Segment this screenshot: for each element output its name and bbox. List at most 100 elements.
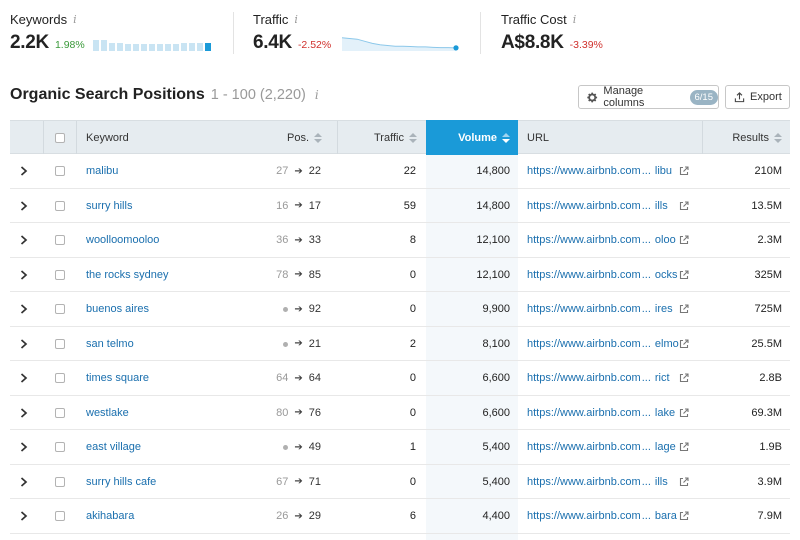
keyword-link[interactable]: surry hills cafe [86, 475, 157, 488]
url-text: https://www.airbnb.com [527, 475, 641, 488]
expand-row-button[interactable] [20, 292, 34, 326]
keyword-link[interactable]: malibu [86, 165, 119, 177]
keyword-link[interactable]: westlake [86, 406, 129, 419]
keywords-trend-bars [93, 38, 211, 51]
url-link[interactable]: https://www.airbnb.com... ills [527, 199, 668, 212]
row-checkbox[interactable] [55, 476, 65, 487]
row-checkbox-cell [55, 258, 67, 292]
url-text: https://www.airbnb.com [527, 303, 641, 315]
external-link-button[interactable] [679, 396, 691, 430]
row-checkbox[interactable] [55, 269, 65, 280]
select-all-checkbox-cell [55, 121, 65, 154]
expand-row-button[interactable] [20, 499, 34, 533]
expand-row-button[interactable] [20, 327, 34, 361]
no-previous-position-dot [283, 307, 289, 312]
metric-keywords-value[interactable]: 2.2K [10, 32, 49, 53]
expand-row-button[interactable] [20, 189, 34, 223]
export-button[interactable]: Export [725, 85, 790, 109]
row-checkbox[interactable] [55, 373, 65, 383]
keyword-link[interactable]: akihabara [86, 510, 135, 522]
url-link[interactable]: https://www.airbnb.com... lake [527, 406, 676, 419]
traffic-cell: 0 [409, 303, 416, 315]
url-link[interactable]: https://www.airbnb.com... ires [527, 303, 673, 315]
external-link-icon [679, 235, 689, 245]
external-link-button[interactable] [679, 499, 691, 533]
info-icon[interactable]: i [73, 12, 77, 26]
previous-position: 36 [276, 234, 289, 246]
expand-row-button[interactable] [20, 361, 34, 395]
keyword-link[interactable]: east village [86, 441, 142, 453]
column-header-volume[interactable]: Volume [426, 120, 518, 155]
expand-row-button[interactable] [20, 223, 34, 257]
keyword-link[interactable]: the rocks sydney [86, 268, 169, 281]
external-link-button[interactable] [679, 430, 691, 464]
row-checkbox[interactable] [55, 235, 65, 245]
keyword-link[interactable]: times square [86, 372, 149, 384]
keyword-link[interactable]: woolloomooloo [86, 234, 160, 246]
column-header-keyword[interactable]: Keyword [86, 121, 129, 154]
url-link[interactable]: https://www.airbnb.com... libu [527, 165, 673, 177]
url-link[interactable]: https://www.airbnb.com... ocks [527, 268, 678, 281]
metric-traffic-cost: Traffic Cost i A$8.8K -3.39% [501, 10, 603, 54]
external-link-button[interactable] [679, 154, 691, 188]
expand-row-button[interactable] [20, 396, 34, 430]
row-checkbox[interactable] [55, 338, 65, 349]
expand-row-button[interactable] [20, 258, 34, 292]
metric-traffic-value[interactable]: 6.4K [253, 32, 292, 53]
info-icon[interactable]: i [314, 88, 319, 102]
row-checkbox-cell [55, 154, 67, 188]
results-cell: 69.3M [751, 406, 782, 419]
expand-row-button[interactable] [20, 430, 34, 464]
expand-row-button[interactable] [20, 154, 34, 188]
keyword-link[interactable]: san telmo [86, 337, 134, 350]
external-link-button[interactable] [679, 361, 691, 395]
keyword-link[interactable]: surry hills [86, 199, 133, 212]
url-link[interactable]: https://www.airbnb.com... ills [527, 475, 668, 488]
row-checkbox[interactable] [55, 166, 65, 176]
select-all-checkbox[interactable] [55, 132, 65, 143]
external-link-button[interactable] [679, 465, 691, 499]
row-checkbox[interactable] [55, 200, 65, 211]
url-tail: elmo [654, 337, 679, 350]
column-header-url[interactable]: URL [527, 121, 549, 154]
url-link[interactable]: https://www.airbnb.com... rict [527, 372, 670, 384]
external-link-button[interactable] [679, 189, 691, 223]
metric-traffic: Traffic i 6.4K -2.52% [253, 10, 331, 54]
results-cell: 13.5M [751, 199, 782, 212]
volume-cell: 6,600 [482, 372, 510, 384]
external-link-button[interactable] [679, 292, 691, 326]
row-checkbox-cell [55, 430, 67, 464]
column-header-traffic[interactable]: Traffic [374, 121, 417, 154]
metric-traffic-cost-value[interactable]: A$8.8K [501, 32, 564, 53]
previous-position: 67 [276, 475, 289, 488]
volume-cell: 12,100 [476, 268, 510, 281]
external-link-button[interactable] [679, 223, 691, 257]
keyword-link[interactable]: buenos aires [86, 303, 149, 315]
gear-icon [587, 92, 598, 102]
column-header-pos[interactable]: Pos. [270, 121, 322, 154]
url-link[interactable]: https://www.airbnb.com... lage [527, 441, 676, 453]
row-checkbox[interactable] [55, 442, 65, 452]
results-cell: 7.9M [757, 510, 782, 522]
manage-columns-button[interactable]: Manage columns 6/15 [578, 85, 719, 109]
external-link-button[interactable] [679, 258, 691, 292]
traffic-cell: 8 [409, 234, 416, 246]
chevron-right-icon [20, 304, 28, 314]
sort-icon [774, 132, 782, 143]
results-cell: 325M [754, 268, 782, 281]
expand-row-button[interactable] [20, 465, 34, 499]
url-link[interactable]: https://www.airbnb.com... oloo [527, 234, 676, 246]
column-header-results[interactable]: Results [710, 121, 782, 154]
info-icon[interactable]: i [572, 12, 577, 26]
column-header-keyword-label: Keyword [86, 131, 129, 144]
row-checkbox[interactable] [55, 407, 65, 418]
row-checkbox[interactable] [55, 511, 65, 521]
sort-desc-icon [502, 132, 510, 143]
url-link[interactable]: https://www.airbnb.com... bara [527, 510, 677, 522]
chevron-right-icon [20, 200, 28, 211]
row-checkbox[interactable] [55, 304, 65, 314]
url-link[interactable]: https://www.airbnb.com... elmo [527, 337, 679, 350]
column-header-traffic-label: Traffic [374, 131, 404, 144]
info-icon[interactable]: i [294, 12, 298, 26]
external-link-button[interactable] [679, 327, 691, 361]
